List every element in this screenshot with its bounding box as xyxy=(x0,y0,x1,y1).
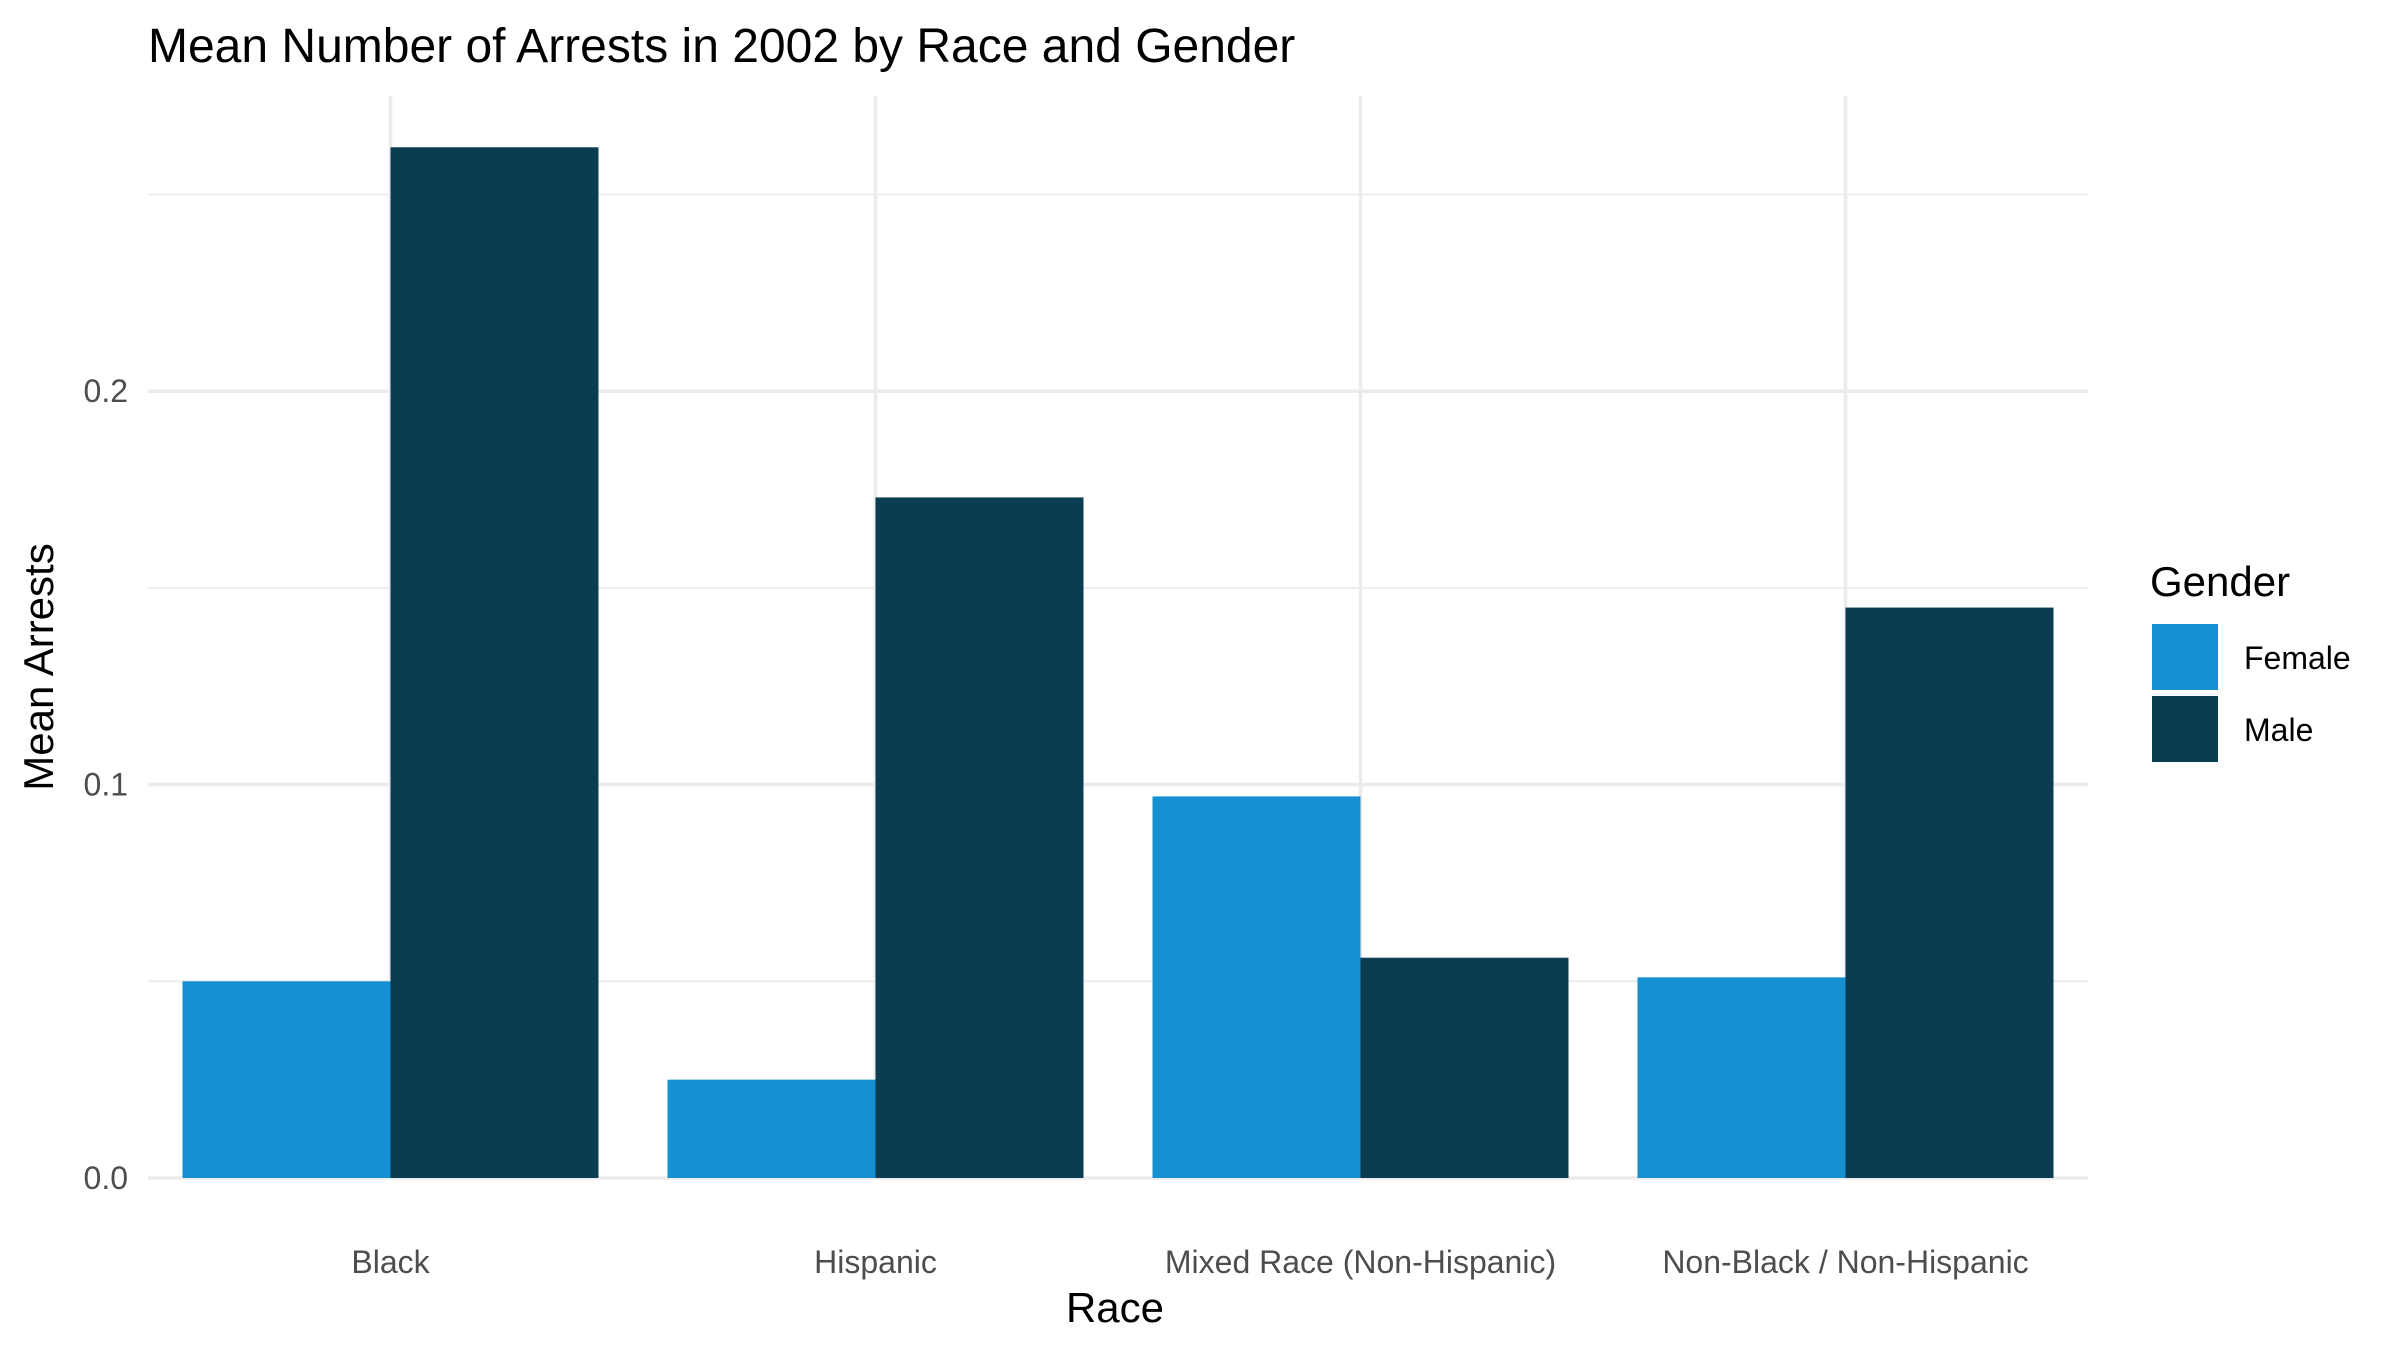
bar-female xyxy=(667,1079,876,1178)
legend-title: Gender xyxy=(2150,558,2290,605)
legend-label: Male xyxy=(2244,712,2313,748)
y-axis-ticks: 0.0 0.1 0.2 xyxy=(84,373,128,1196)
chart-title: Mean Number of Arrests in 2002 by Race a… xyxy=(148,20,1295,73)
bar-female xyxy=(1152,796,1361,1178)
bar-female xyxy=(182,981,391,1178)
y-axis-title: Mean Arrests xyxy=(15,543,62,790)
x-axis-title: Race xyxy=(1066,1284,1164,1331)
legend-items: Female Male xyxy=(2152,624,2351,762)
legend-key-female xyxy=(2152,624,2218,690)
bar-male xyxy=(1845,607,2054,1178)
x-tick-label: Black xyxy=(351,1244,430,1280)
legend: Gender Female Male xyxy=(2150,558,2351,762)
y-tick-label: 0.2 xyxy=(84,373,128,409)
legend-label: Female xyxy=(2244,640,2351,676)
x-tick-label: Non-Black / Non-Hispanic xyxy=(1662,1244,2028,1280)
y-tick-label: 0.1 xyxy=(84,767,128,803)
bar-male xyxy=(390,147,599,1179)
legend-key-male xyxy=(2152,696,2218,762)
y-tick-label: 0.0 xyxy=(84,1160,128,1196)
bars xyxy=(182,147,2054,1179)
bar-male xyxy=(875,497,1084,1179)
x-tick-label: Hispanic xyxy=(814,1244,937,1280)
x-tick-label: Mixed Race (Non-Hispanic) xyxy=(1165,1244,1556,1280)
bar-male xyxy=(1360,957,1569,1178)
bar-female xyxy=(1637,977,1846,1178)
x-axis-ticks: Black Hispanic Mixed Race (Non-Hispanic) No… xyxy=(351,1244,2028,1280)
